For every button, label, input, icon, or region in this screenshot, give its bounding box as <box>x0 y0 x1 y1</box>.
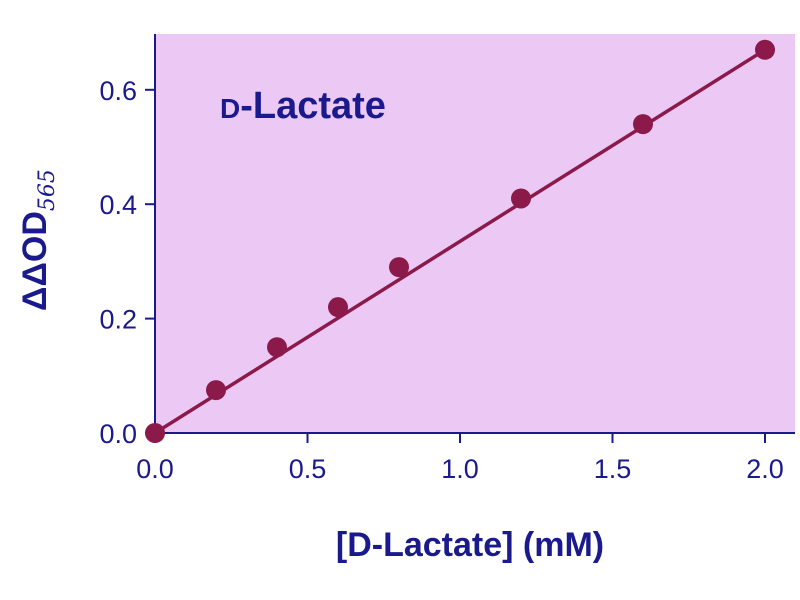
data-point <box>389 257 409 278</box>
data-point <box>328 297 348 318</box>
data-point <box>511 188 531 209</box>
fit-line <box>154 48 766 435</box>
data-point <box>633 114 653 135</box>
data-point <box>755 39 775 60</box>
x-tick-label: 1.5 <box>594 454 632 484</box>
y-tick-label: 0.0 <box>99 419 137 449</box>
x-axis-title: [D-Lactate] (mM) <box>336 526 604 564</box>
x-tick-label: 0.5 <box>289 454 327 484</box>
y-tick-label: 0.2 <box>99 305 137 335</box>
y-axis-title-subscript: 565 <box>35 169 60 211</box>
data-point <box>145 423 165 443</box>
data-points <box>145 39 775 443</box>
x-tick-label: 1.0 <box>441 454 479 484</box>
y-tick-label: 0.4 <box>99 190 137 220</box>
x-tick-label: 0.0 <box>136 454 174 484</box>
chart-title: D-Lactate <box>220 85 386 127</box>
x-axis-ticks: 0.0 0.5 1.0 1.5 2.0 <box>136 433 784 484</box>
y-tick-label: 0.6 <box>99 76 137 106</box>
data-point <box>267 337 287 358</box>
title-rest: -Lactate <box>240 85 386 127</box>
y-axis-ticks: 0.0 0.2 0.4 0.6 <box>99 76 155 449</box>
y-axis-title: ΔΔOD565 <box>16 169 60 311</box>
y-axis-title-main: ΔΔOD <box>16 211 54 311</box>
title-small-cap: D <box>220 93 240 124</box>
data-point <box>206 380 226 401</box>
x-tick-label: 2.0 <box>746 454 784 484</box>
